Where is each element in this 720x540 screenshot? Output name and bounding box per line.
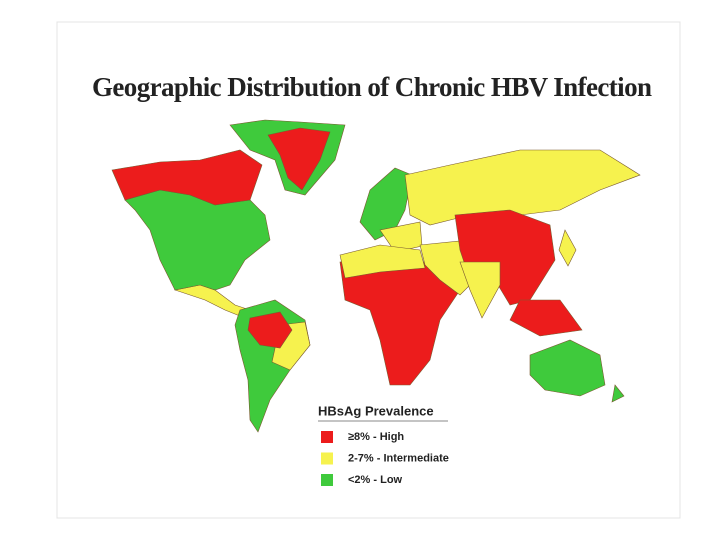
amazon — [247, 311, 293, 349]
legend-label: <2% - Low — [348, 474, 403, 486]
north-africa — [339, 244, 426, 279]
legend-label: 2-7% - Intermediate — [348, 452, 449, 464]
australia — [529, 339, 606, 397]
legend-swatch — [321, 431, 333, 443]
legend-swatch — [321, 452, 333, 465]
japan — [558, 229, 577, 267]
arctic-north-america — [111, 149, 263, 206]
russia — [404, 149, 641, 226]
legend: HBsAg Prevalence ≥8% - High 2-7% - Interm… — [318, 403, 449, 486]
legend-label: ≥8% - High — [348, 431, 404, 443]
southeast-asia — [509, 299, 583, 337]
world-map — [111, 119, 641, 433]
title: Geographic Distribution of Chronic HBV I… — [92, 72, 652, 102]
greenland-coast — [267, 127, 331, 191]
legend-swatch — [321, 474, 333, 486]
india — [459, 261, 501, 319]
new-zealand — [611, 384, 625, 403]
legend-title: HBsAg Prevalence — [318, 403, 434, 418]
